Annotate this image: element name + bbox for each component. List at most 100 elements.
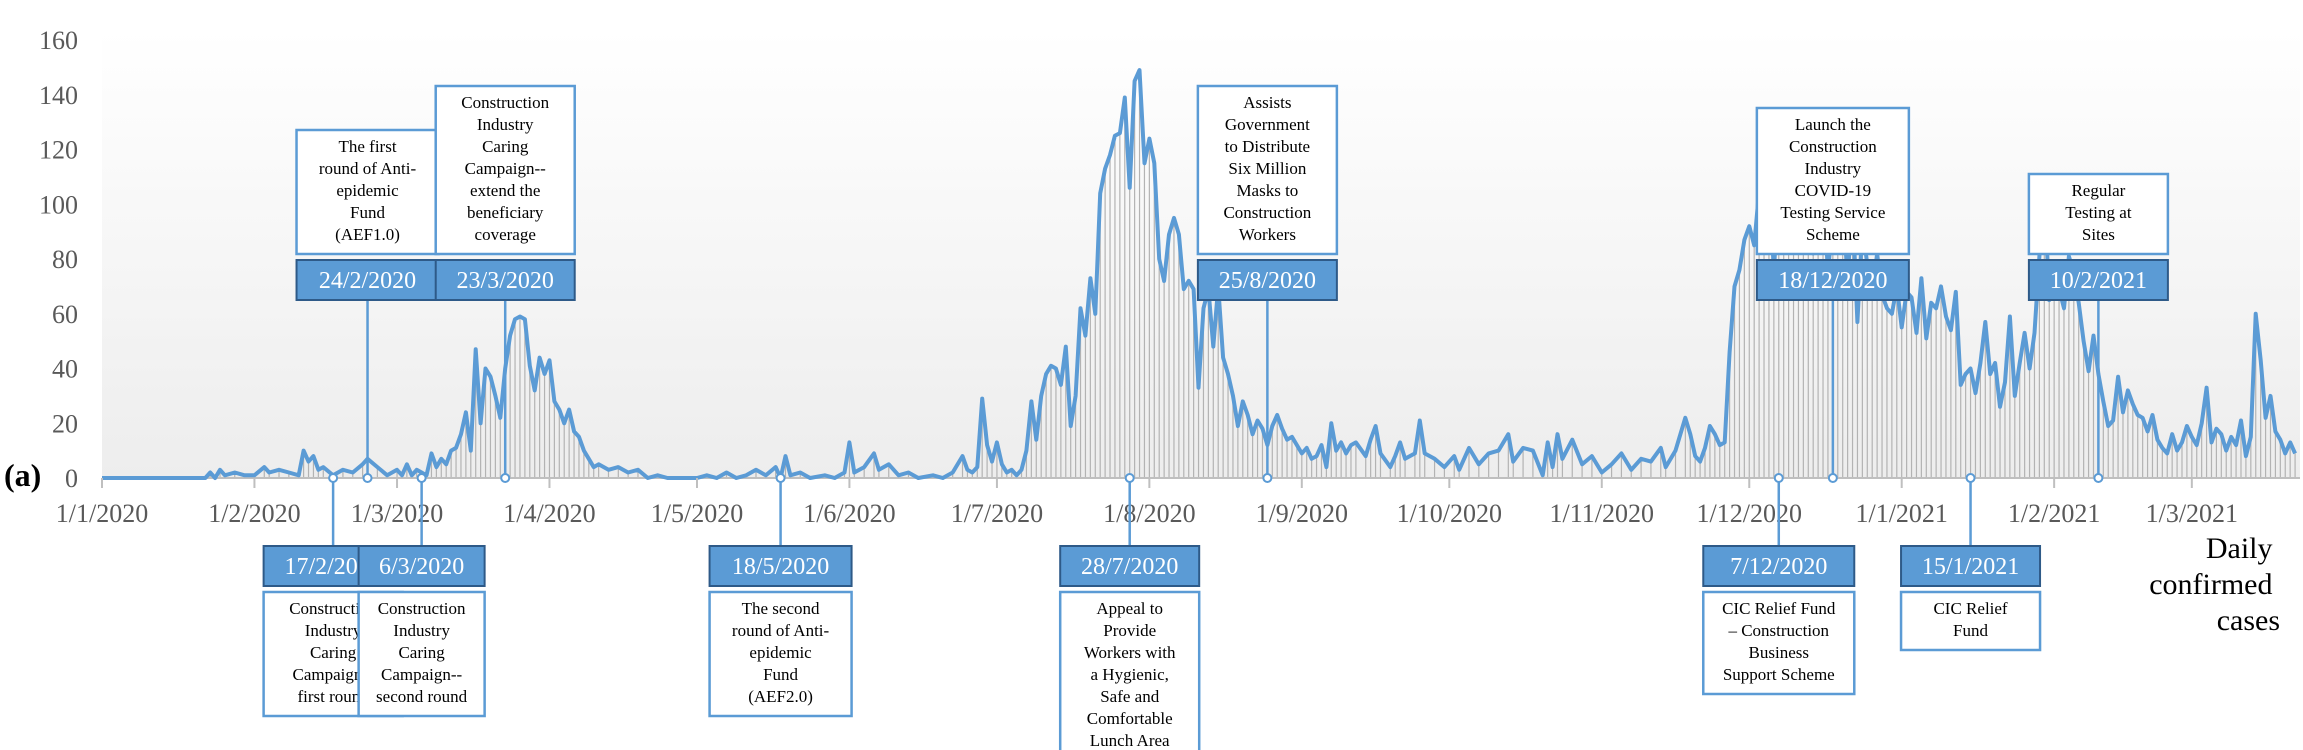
- annotation-text-line: Construction: [461, 93, 549, 112]
- annotation-text-line: Masks to: [1236, 181, 1298, 200]
- annotation-text: Assists Government to Distribute Six Millio…: [1223, 93, 1311, 244]
- y-axis-title-line: cases: [2217, 604, 2280, 637]
- annotation-text-line: Safe and: [1100, 687, 1160, 706]
- annotation-text-line: Sites: [2082, 225, 2115, 244]
- x-tick-label: 1/7/2020: [951, 499, 1043, 528]
- annotation-text-line: (AEF2.0): [748, 687, 813, 706]
- annotation-text: Launch the Construction Industry COVID-19 Te…: [1780, 115, 1885, 244]
- panel-label: (a): [4, 457, 41, 493]
- x-tick-label: 1/9/2020: [1256, 499, 1348, 528]
- annotation: 24/2/2020 The first round of Anti-epidemic…: [295, 128, 440, 483]
- x-tick-label: 1/12/2020: [1697, 499, 1802, 528]
- annotation-date-box: [1702, 545, 1856, 587]
- annotation-text-line: first round: [297, 687, 369, 706]
- annotation-marker: [2093, 473, 2104, 483]
- y-tick-label: 0: [65, 464, 78, 493]
- annotation-text-line: epidemic: [749, 643, 812, 662]
- annotation-text-line: extend the: [470, 181, 540, 200]
- annotation-text: Construction Industry Caring Campaign-- firs…: [289, 599, 377, 706]
- annotation-text-box: [1702, 590, 1856, 696]
- y-axis-title-line: confirmed: [2149, 568, 2272, 601]
- annotation-text-box: [1196, 84, 1339, 256]
- annotation-text-line: CIC Relief Fund: [1722, 599, 1836, 618]
- annotation-marker: [1262, 473, 1273, 483]
- y-axis-title: Daily confirmed cases: [2149, 532, 2280, 637]
- y-tick-label: 160: [39, 26, 78, 55]
- annotation-text-line: Provide: [1103, 621, 1156, 640]
- y-tick-label: 100: [39, 190, 78, 219]
- annotation-date-box: [357, 545, 486, 587]
- annotation-text-line: Campaign--: [381, 665, 463, 684]
- annotation-text-line: CIC Relief: [1933, 599, 2007, 618]
- annotation-text-line: Fund: [1953, 621, 1988, 640]
- annotation-text-line: Construction: [289, 599, 377, 618]
- annotation-date-box: [1059, 545, 1201, 587]
- annotation-text-line: round of Anti-: [732, 621, 830, 640]
- annotation-text-line: Testing at: [2065, 203, 2132, 222]
- annotation-text: Construction Industry Caring Campaign-- exte…: [461, 93, 549, 244]
- annotation-text-line: to Distribute: [1225, 137, 1310, 156]
- annotation-text-line: Workers with: [1084, 643, 1176, 662]
- annotation-marker: [416, 473, 427, 483]
- annotation-text-line: The second: [742, 599, 820, 618]
- annotation: 6/3/2020 Construction Industry Caring Campai…: [357, 473, 486, 718]
- annotation-text-line: Six Million: [1228, 159, 1306, 178]
- annotation-text-box: [357, 590, 486, 718]
- annotation-date: 10/2/2021: [2050, 268, 2147, 294]
- x-tick-label: 1/11/2020: [1550, 499, 1654, 528]
- annotation-marker: [1124, 473, 1135, 483]
- annotation-text-line: second round: [376, 687, 468, 706]
- annotation-date-box: [1755, 259, 1910, 301]
- annotation-marker: [1827, 473, 1838, 483]
- annotation-date-box: [708, 545, 853, 587]
- annotation-text-line: round of Anti-: [319, 159, 417, 178]
- annotation-text-box: [1058, 590, 1201, 750]
- y-tick-label: 40: [52, 355, 78, 384]
- x-tick-label: 1/4/2020: [503, 499, 595, 528]
- y-axis-ticks: 0 20 40 60 80 100 120 140 160: [39, 26, 78, 493]
- annotation-text-line: a Hygienic,: [1091, 665, 1169, 684]
- x-tick-label: 1/2/2020: [208, 499, 300, 528]
- annotation-date-box: [1900, 545, 2042, 587]
- annotation-text-line: Government: [1225, 115, 1310, 134]
- series-line: [102, 68, 2297, 480]
- annotation-text: Regular Testing at Sites: [2065, 181, 2132, 244]
- annotation-date: 18/12/2020: [1778, 268, 1887, 294]
- annotation-date: 6/3/2020: [379, 554, 464, 580]
- annotation-text: Appeal to Provide Workers with a Hygienic, S…: [1084, 599, 1176, 750]
- x-tick-label: 1/6/2020: [803, 499, 895, 528]
- y-tick-label: 20: [52, 409, 78, 438]
- annotation-text-line: The first: [338, 137, 396, 156]
- annotation-text-line: Campaign--: [465, 159, 547, 178]
- annotation-text-line: Workers: [1239, 225, 1296, 244]
- annotation: 18/12/2020 Launch the Construction Industry…: [1755, 106, 1911, 483]
- x-tick-label: 1/2/2021: [2008, 499, 2100, 528]
- y-axis-title-line: Daily: [2206, 532, 2273, 565]
- annotation-text-line: Fund: [350, 203, 385, 222]
- annotation-text-line: Fund: [763, 665, 798, 684]
- annotation-text-line: Industry: [1805, 159, 1862, 178]
- annotation-text: CIC Relief Fund: [1933, 599, 2007, 640]
- annotation: 10/2/2021 Regular Testing at Sites: [2027, 172, 2170, 483]
- annotation-text-line: Testing Service: [1780, 203, 1885, 222]
- annotation-text-line: (AEF1.0): [335, 225, 400, 244]
- y-tick-label: 80: [52, 245, 78, 274]
- annotation-text-line: Lunch Area: [1090, 731, 1170, 750]
- annotation-text-box: [1899, 590, 2042, 652]
- annotation-date-box: [2027, 259, 2169, 301]
- annotation-text-box: [2027, 172, 2170, 256]
- annotation-text-line: Industry: [477, 115, 534, 134]
- annotation-text-line: Construction: [1223, 203, 1311, 222]
- annotation-text-line: Comfortable: [1087, 709, 1173, 728]
- annotation-text-line: Industry: [305, 621, 362, 640]
- x-axis-ticks: 1/1/2020 1/2/2020 1/3/2020 1/4/2020 1/5/2020…: [56, 478, 2238, 528]
- annotation-date: 18/5/2020: [732, 554, 829, 580]
- annotation: 28/7/2020 Appeal to Provide Workers with a H…: [1058, 473, 1201, 750]
- annotation-text-line: Industry: [393, 621, 450, 640]
- annotation-marker: [500, 473, 511, 483]
- annotation-date: 24/2/2020: [319, 268, 416, 294]
- x-tick-label: 1/10/2020: [1397, 499, 1502, 528]
- x-tick-label: 1/3/2020: [351, 499, 443, 528]
- annotation-text-line: Appeal to: [1096, 599, 1163, 618]
